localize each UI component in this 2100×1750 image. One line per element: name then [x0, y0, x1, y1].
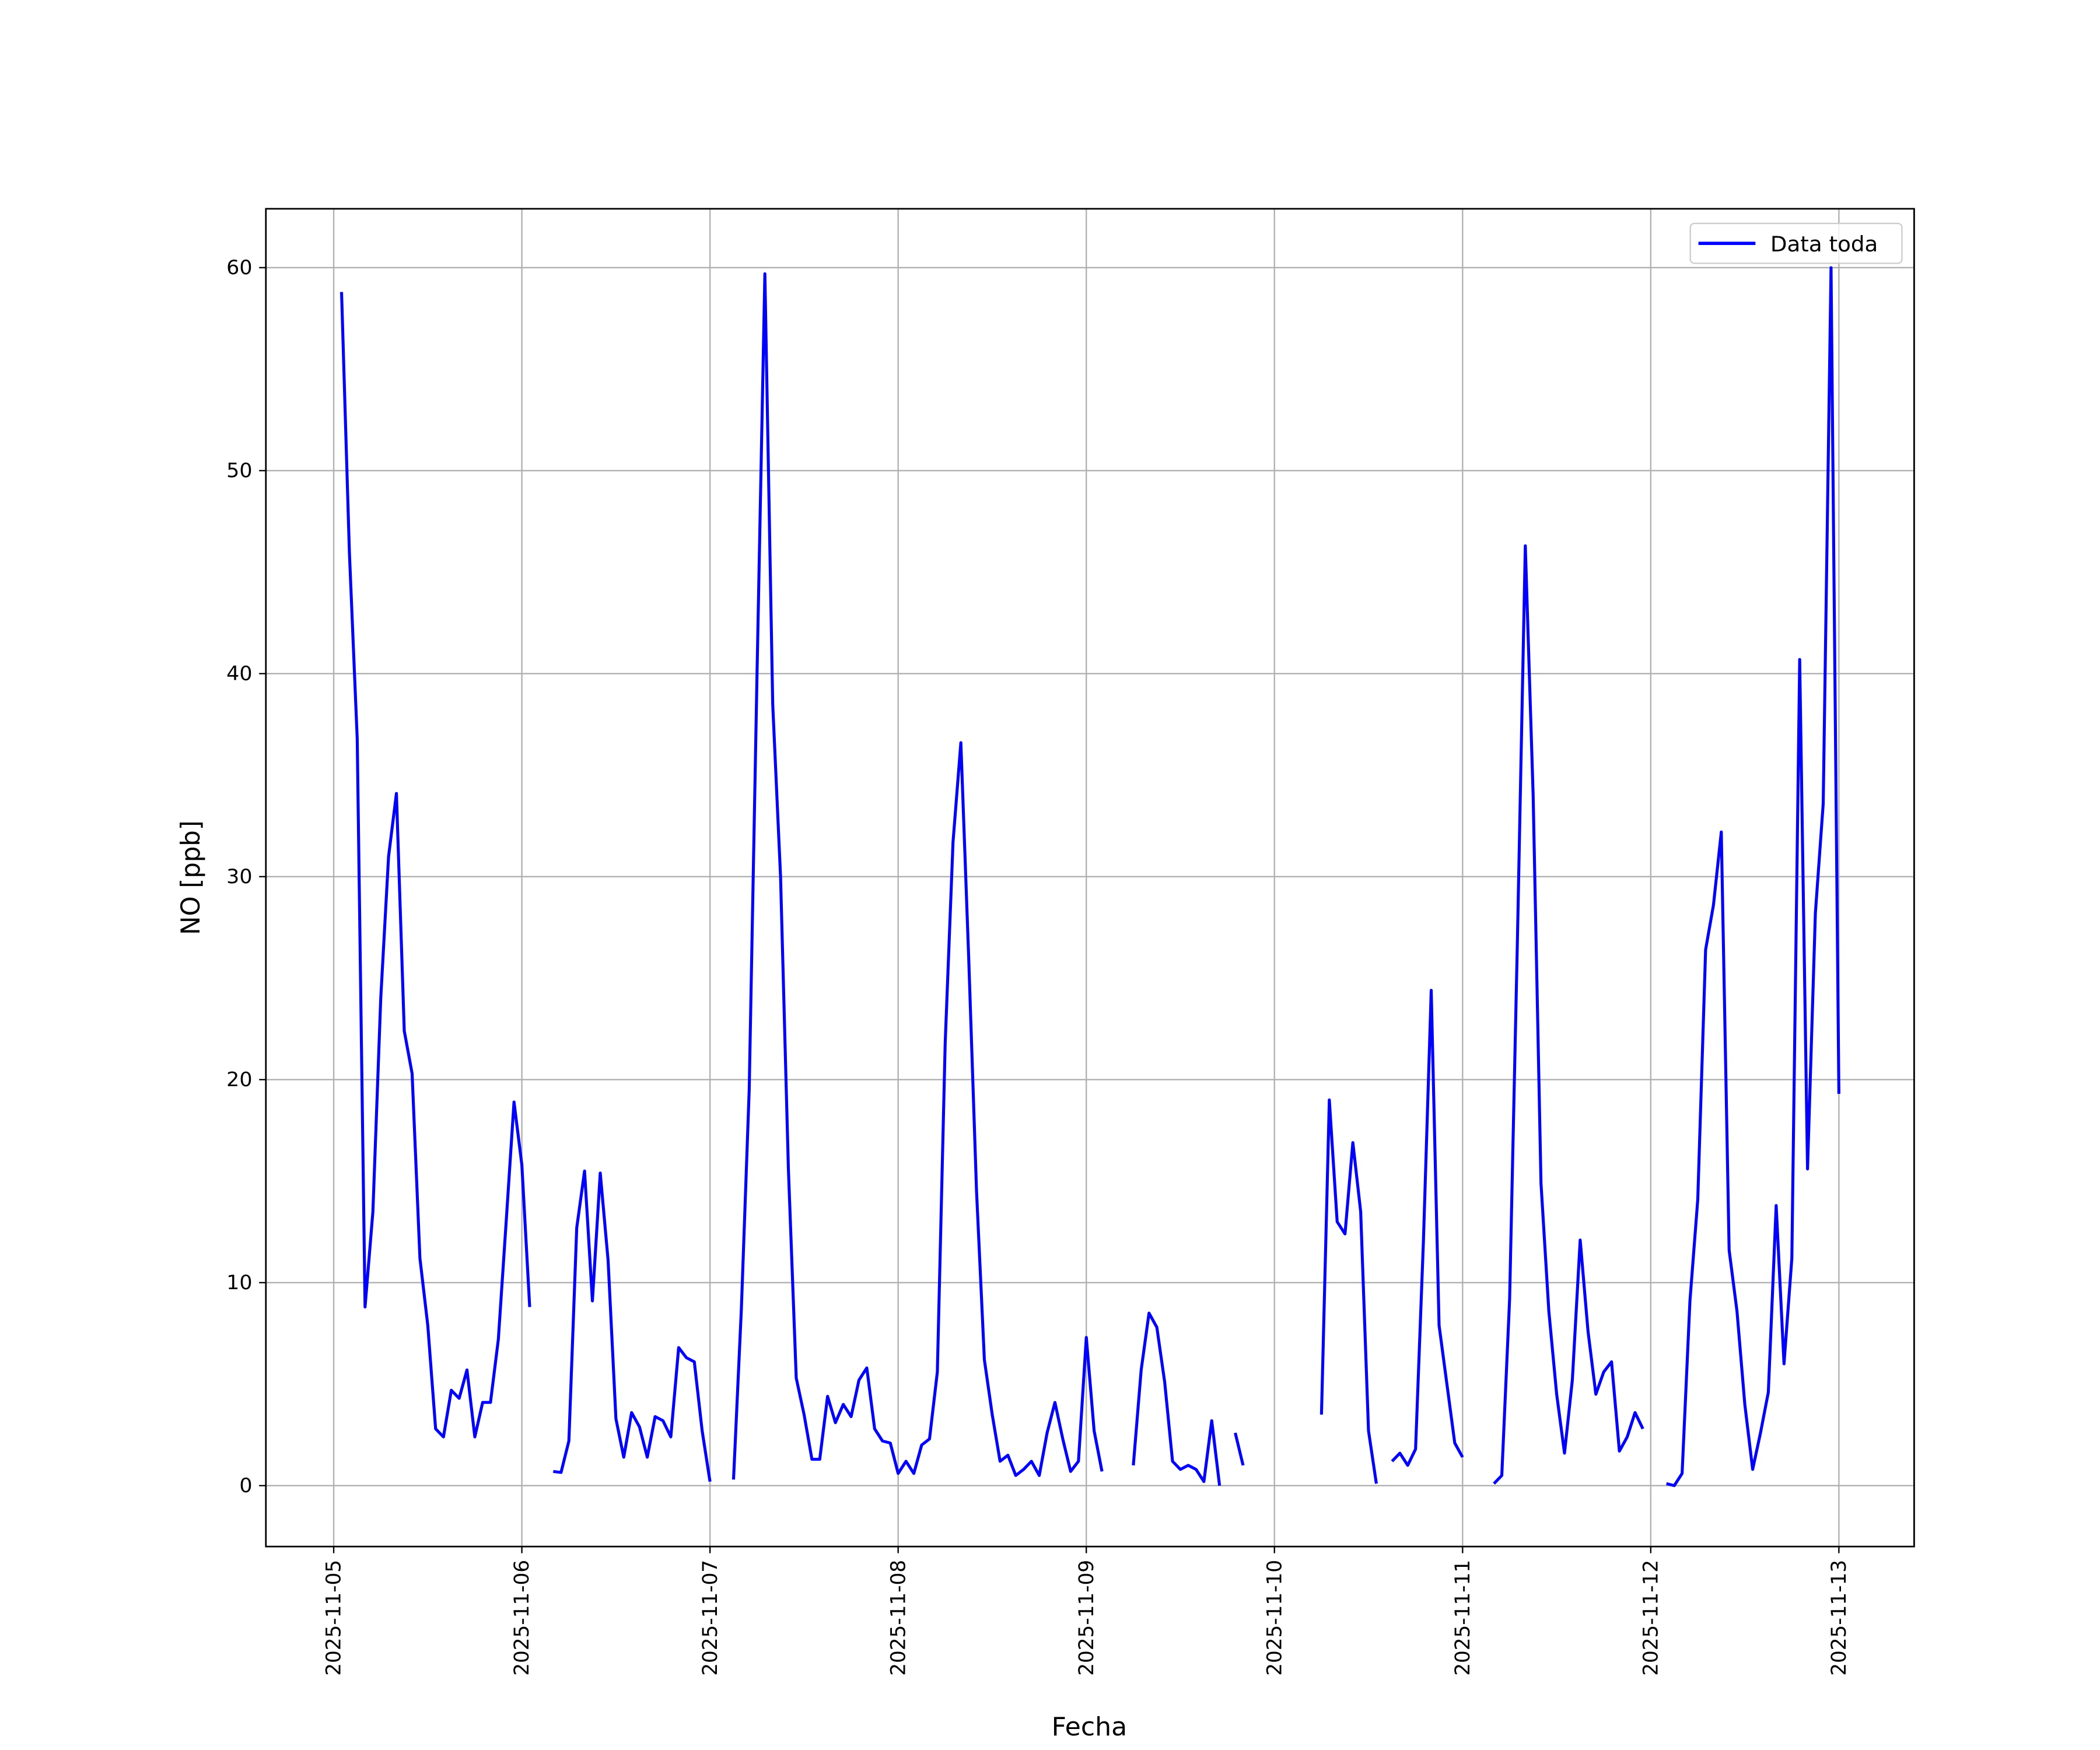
x-tick-label: 2025-11-09 [1075, 1560, 1098, 1676]
data-line [340, 266, 1840, 1488]
y-tick-label: 0 [239, 1475, 252, 1498]
y-tick-label: 50 [226, 460, 252, 483]
grid [265, 208, 1915, 1547]
legend-label: Data toda [1770, 232, 1878, 257]
x-tick-label: 2025-11-11 [1451, 1560, 1475, 1676]
ticks: 0 10 20 30 40 50 60 2025-11-05 2025-11-06 2025-11… [226, 257, 1851, 1676]
plot-area [340, 266, 1840, 1488]
y-tick-label: 30 [226, 866, 252, 889]
y-tick-label: 40 [226, 663, 252, 686]
x-tick-label: 2025-11-13 [1828, 1560, 1851, 1676]
y-axis-label: NO [ppb] [176, 820, 206, 935]
x-axis-label: Fecha [1052, 1712, 1128, 1741]
y-tick-label: 60 [226, 257, 252, 280]
x-tick-label: 2025-11-06 [510, 1560, 534, 1676]
x-tick-label: 2025-11-10 [1263, 1560, 1286, 1676]
y-tick-label: 10 [226, 1272, 252, 1295]
legend: Data toda [1689, 222, 1903, 264]
x-tick-label: 2025-11-08 [887, 1560, 910, 1676]
x-tick-label: 2025-11-05 [322, 1560, 345, 1676]
x-tick-label: 2025-11-07 [698, 1560, 722, 1676]
legend-box [1689, 222, 1903, 264]
y-tick-label: 20 [226, 1069, 252, 1092]
x-tick-label: 2025-11-12 [1639, 1560, 1662, 1676]
axes-frame [265, 208, 1915, 1548]
